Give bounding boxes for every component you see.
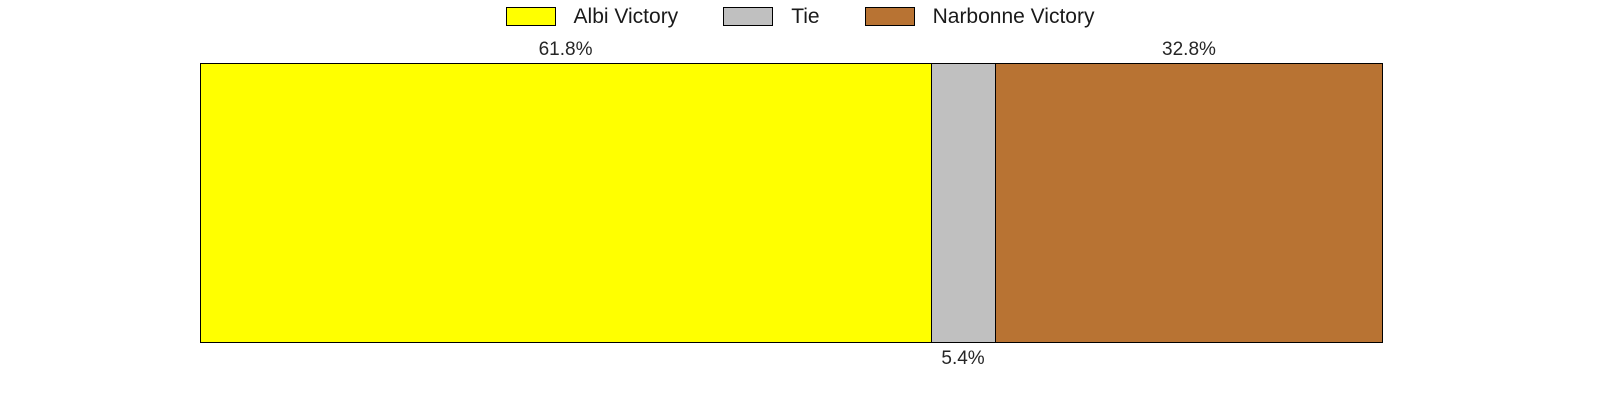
legend-label: Narbonne Victory bbox=[932, 4, 1095, 28]
stacked-bar bbox=[200, 63, 1383, 343]
legend-swatch-tie bbox=[723, 6, 774, 26]
bar-plot-area: 61.8% 5.4% 32.8% bbox=[200, 40, 1383, 368]
legend-label: Tie bbox=[791, 4, 820, 28]
legend: Albi Victory Tie Narbonne Victory bbox=[0, 2, 1600, 30]
bar-segment-tie bbox=[930, 64, 995, 342]
legend-item-narbonne-victory: Narbonne Victory bbox=[864, 4, 1095, 28]
legend-item-tie: Tie bbox=[723, 4, 820, 28]
value-label-tie: 5.4% bbox=[941, 348, 985, 369]
bar-segment-narbonne-victory bbox=[994, 64, 1382, 342]
value-label-albi-victory: 61.8% bbox=[538, 39, 593, 60]
legend-label: Albi Victory bbox=[573, 4, 679, 28]
legend-swatch-narbonne-victory bbox=[864, 6, 915, 26]
legend-item-albi-victory: Albi Victory bbox=[505, 4, 679, 28]
legend-swatch-albi-victory bbox=[505, 6, 556, 26]
value-label-narbonne-victory: 32.8% bbox=[1162, 39, 1216, 60]
bar-segment-albi-victory bbox=[201, 64, 931, 342]
